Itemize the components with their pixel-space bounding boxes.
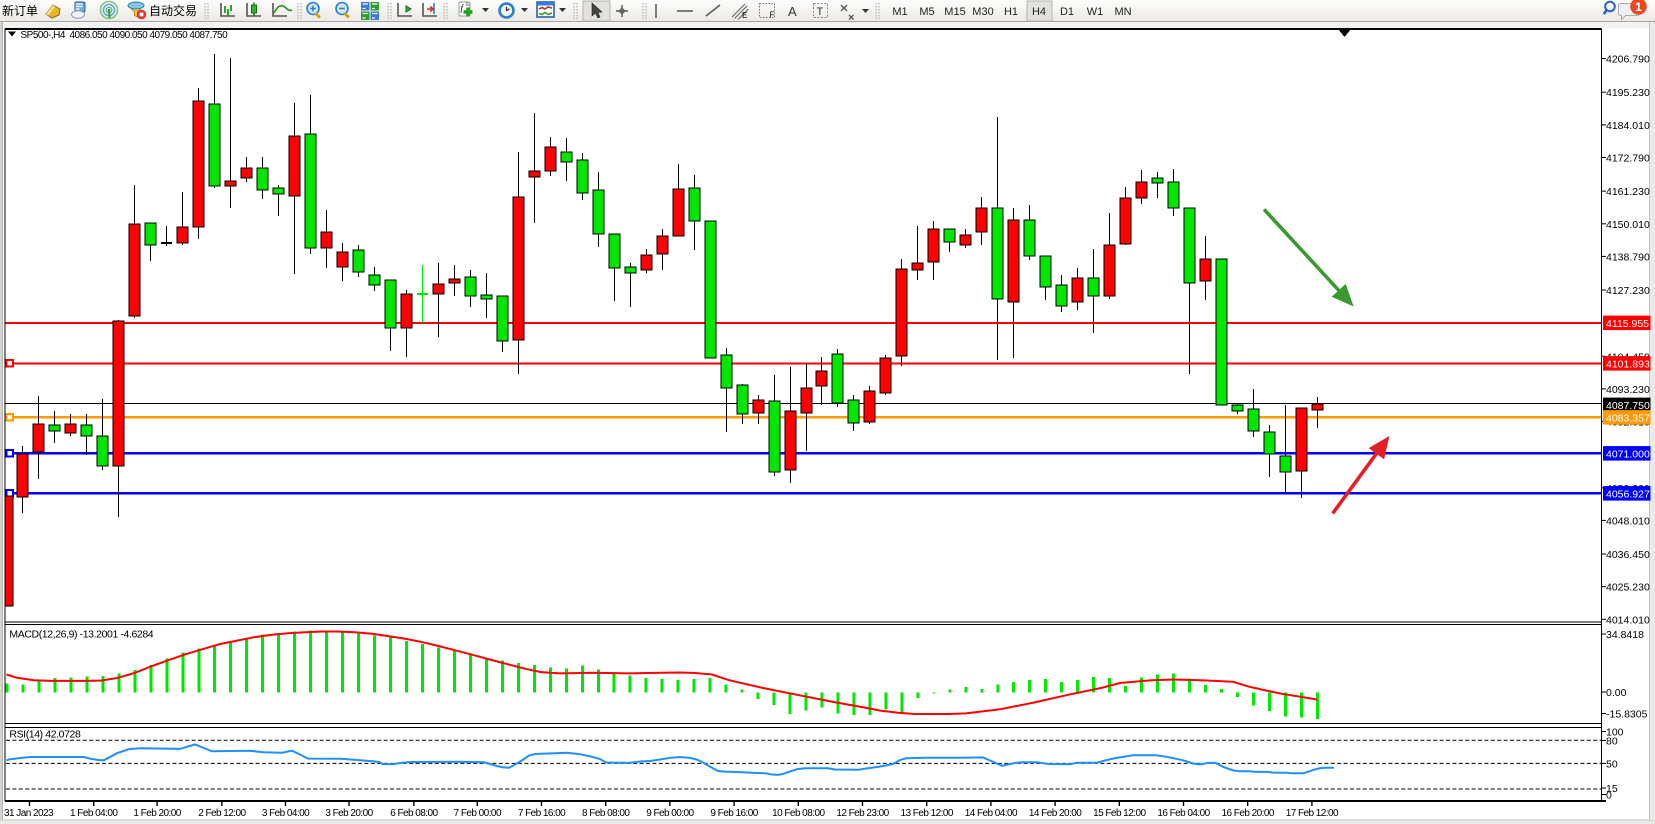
svg-text:34.8418: 34.8418 — [1606, 629, 1644, 641]
svg-text:F: F — [770, 11, 775, 20]
svg-text:4048.010: 4048.010 — [1606, 515, 1650, 527]
svg-text:15 Feb 12:00: 15 Feb 12:00 — [1093, 808, 1146, 819]
svg-text:M15: M15 — [944, 6, 965, 18]
svg-text:1: 1 — [1635, 0, 1642, 14]
svg-text:MACD(12,26,9) -13.2001 -4.6284: MACD(12,26,9) -13.2001 -4.6284 — [9, 628, 153, 640]
svg-text:14 Feb 04:00: 14 Feb 04:00 — [965, 808, 1018, 819]
svg-text:4172.790: 4172.790 — [1606, 153, 1650, 165]
svg-text:31 Jan 2023: 31 Jan 2023 — [4, 808, 54, 819]
svg-text:7 Feb 00:00: 7 Feb 00:00 — [454, 808, 502, 819]
svg-text:17 Feb 12:00: 17 Feb 12:00 — [1286, 808, 1339, 819]
svg-text:15: 15 — [1606, 783, 1618, 795]
svg-text:4195.230: 4195.230 — [1606, 87, 1650, 99]
svg-text:4056.927: 4056.927 — [1606, 489, 1650, 501]
svg-text:-15.8305: -15.8305 — [1606, 709, 1648, 721]
svg-text:16 Feb 20:00: 16 Feb 20:00 — [1222, 808, 1275, 819]
svg-text:0: 0 — [1606, 790, 1612, 802]
svg-text:4025.230: 4025.230 — [1606, 582, 1650, 594]
svg-text:MN: MN — [1114, 6, 1131, 18]
svg-text:13 Feb 12:00: 13 Feb 12:00 — [901, 808, 954, 819]
svg-text:W1: W1 — [1087, 6, 1104, 18]
svg-text:9 Feb 00:00: 9 Feb 00:00 — [646, 808, 694, 819]
svg-text:RSI(14) 42.0728: RSI(14) 42.0728 — [9, 729, 81, 741]
svg-text:80: 80 — [1606, 736, 1618, 748]
svg-text:T: T — [817, 6, 824, 18]
svg-text:4087.750: 4087.750 — [1606, 400, 1650, 412]
svg-text:E: E — [742, 11, 747, 20]
svg-text:10 Feb 08:00: 10 Feb 08:00 — [772, 808, 825, 819]
svg-text:8 Feb 08:00: 8 Feb 08:00 — [582, 808, 630, 819]
svg-text:f: f — [461, 3, 465, 13]
svg-text:14 Feb 20:00: 14 Feb 20:00 — [1029, 808, 1082, 819]
svg-text:4036.450: 4036.450 — [1606, 549, 1650, 561]
svg-text:4101.893: 4101.893 — [1606, 359, 1650, 371]
svg-text:50: 50 — [1606, 758, 1618, 770]
svg-text:4127.230: 4127.230 — [1606, 285, 1650, 297]
svg-text:4150.010: 4150.010 — [1606, 219, 1650, 231]
svg-text:M30: M30 — [972, 6, 993, 18]
svg-text:0.00: 0.00 — [1606, 687, 1627, 699]
svg-text:SP500-,H4 4086.050 4090.050 4: SP500-,H4 4086.050 4090.050 4079.050 408… — [21, 30, 229, 41]
svg-text:12 Feb 23:00: 12 Feb 23:00 — [836, 808, 889, 819]
svg-text:4115.955: 4115.955 — [1606, 318, 1649, 330]
svg-text:4093.230: 4093.230 — [1606, 384, 1650, 396]
svg-text:100: 100 — [1606, 727, 1624, 739]
svg-text:3 Feb 20:00: 3 Feb 20:00 — [325, 808, 373, 819]
svg-text:4071.000: 4071.000 — [1606, 449, 1650, 461]
svg-text:自动交易: 自动交易 — [149, 3, 197, 18]
svg-text:6 Feb 08:00: 6 Feb 08:00 — [390, 808, 438, 819]
svg-text:16 Feb 04:00: 16 Feb 04:00 — [1157, 808, 1210, 819]
svg-text:A: A — [788, 4, 797, 19]
svg-text:4161.230: 4161.230 — [1606, 186, 1650, 198]
svg-text:4083.357: 4083.357 — [1606, 413, 1650, 425]
svg-text:1 Feb 04:00: 1 Feb 04:00 — [70, 808, 118, 819]
svg-text:1 Feb 20:00: 1 Feb 20:00 — [133, 808, 181, 819]
svg-text:4138.790: 4138.790 — [1606, 251, 1650, 263]
svg-text:7 Feb 16:00: 7 Feb 16:00 — [518, 808, 566, 819]
svg-text:新订单: 新订单 — [2, 3, 38, 18]
svg-text:2 Feb 12:00: 2 Feb 12:00 — [198, 808, 246, 819]
svg-text:4014.010: 4014.010 — [1606, 614, 1650, 626]
svg-text:M5: M5 — [919, 6, 934, 18]
svg-text:4184.010: 4184.010 — [1606, 120, 1650, 132]
svg-text:D1: D1 — [1060, 6, 1074, 18]
svg-text:9 Feb 16:00: 9 Feb 16:00 — [710, 808, 758, 819]
svg-text:H1: H1 — [1004, 6, 1018, 18]
svg-text:M1: M1 — [892, 6, 907, 18]
svg-text:4206.790: 4206.790 — [1606, 54, 1650, 66]
svg-text:H4: H4 — [1032, 6, 1046, 18]
svg-text:3 Feb 04:00: 3 Feb 04:00 — [262, 808, 310, 819]
